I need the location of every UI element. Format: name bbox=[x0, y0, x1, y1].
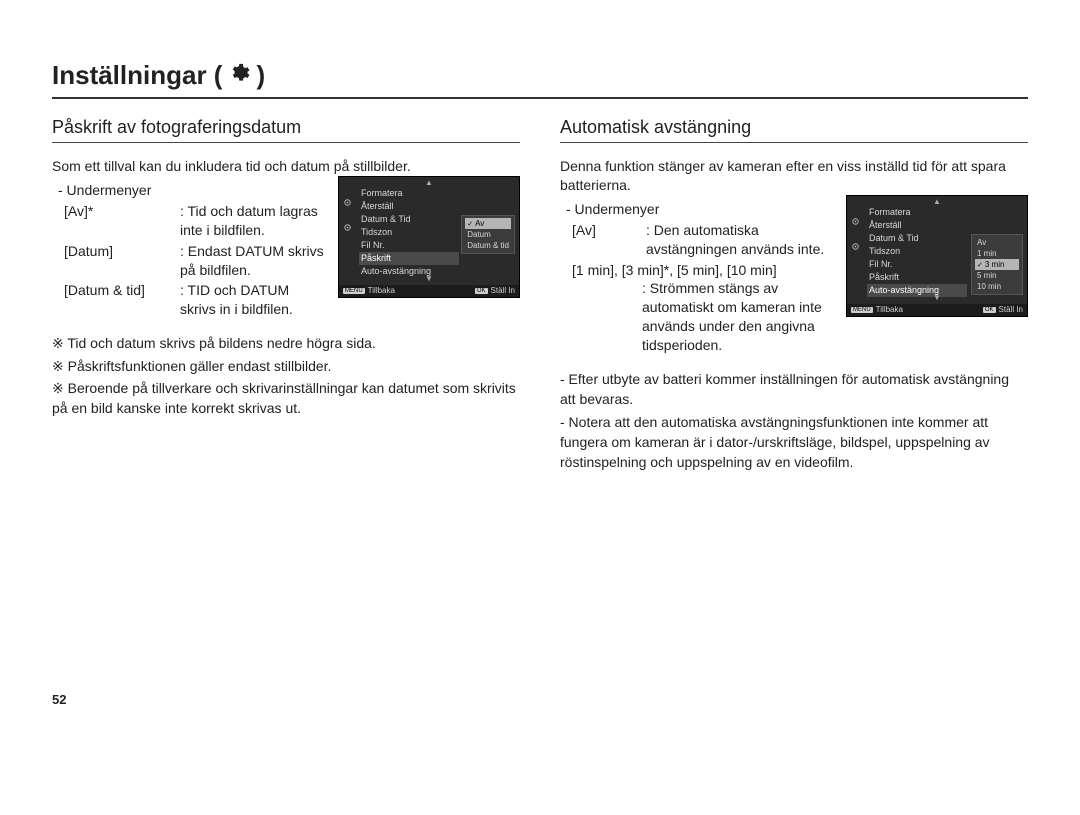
lcd-set-label: Ställ In bbox=[491, 286, 515, 295]
lcd-side-panel-left: Av Datum Datum & tid bbox=[461, 215, 515, 254]
lcd-option: 10 min bbox=[975, 281, 1019, 292]
chevron-up-icon: ▲ bbox=[425, 178, 433, 187]
camera-lcd-left: ▲ Formatera Återställ Datum & Tid Tidszo… bbox=[338, 176, 520, 298]
right-column: Automatisk avstängning Denna funktion st… bbox=[560, 117, 1028, 475]
lcd-menu-item: Påskrift bbox=[867, 271, 967, 284]
note-item: ※ Tid och datum skrivs på bildens nedre … bbox=[52, 333, 520, 353]
content-columns: Påskrift av fotograferingsdatum Som ett … bbox=[52, 117, 1028, 475]
def-term: [Av]* bbox=[64, 202, 174, 240]
lcd-menu-item: Formatera bbox=[359, 187, 459, 200]
lcd-back-button: MENU Tillbaka bbox=[851, 305, 903, 314]
lcd-set-label: Ställ In bbox=[999, 305, 1023, 314]
chevron-down-icon: ▼ bbox=[425, 274, 433, 283]
note-item: ※ Påskriftsfunktionen gäller endast stil… bbox=[52, 356, 520, 376]
lcd-set-button: OK Ställ In bbox=[475, 286, 515, 295]
def-term: [Av] bbox=[572, 221, 642, 259]
notes-left: ※ Tid och datum skrivs på bildens nedre … bbox=[52, 333, 520, 418]
definition-list-left: [Av]* : Tid och datum lagras inte i bild… bbox=[52, 202, 328, 319]
lcd-back-label: Tillbaka bbox=[368, 286, 395, 295]
chevron-down-icon: ▼ bbox=[933, 293, 941, 302]
lcd-menu-item: Fil Nr. bbox=[867, 258, 967, 271]
lcd-menu-item: Fil Nr. bbox=[359, 239, 459, 252]
section-heading-right: Automatisk avstängning bbox=[560, 117, 1028, 143]
lcd-option: Datum & tid bbox=[465, 240, 511, 251]
intro-left: Som ett tillval kan du inkludera tid och… bbox=[52, 157, 520, 176]
lcd-option: Datum bbox=[465, 229, 511, 240]
lcd-bottom-bar: MENU Tillbaka OK Ställ In bbox=[847, 304, 1027, 316]
page: Inställningar ( ) Påskrift av fotografer… bbox=[0, 0, 1080, 735]
def-desc: : Endast DATUM skrivs på bildfilen. bbox=[180, 242, 328, 280]
gear-icon bbox=[850, 241, 861, 252]
ok-chip: OK bbox=[983, 307, 996, 313]
gear-icon bbox=[228, 60, 250, 91]
lcd-option: Av bbox=[975, 237, 1019, 248]
def-desc: : Den automatiska avstängningen används … bbox=[646, 221, 836, 259]
ok-chip: OK bbox=[475, 288, 488, 294]
def-desc: : Tid och datum lagras inte i bildfilen. bbox=[180, 202, 328, 240]
note-item: ※ Beroende på tillverkare och skrivarins… bbox=[52, 378, 520, 419]
lcd-option: 1 min bbox=[975, 248, 1019, 259]
page-number: 52 bbox=[52, 692, 66, 707]
lcd-menu-left: Formatera Återställ Datum & Tid Tidszon … bbox=[359, 187, 459, 278]
lcd-menu-item: Datum & Tid bbox=[359, 213, 459, 226]
page-title: Inställningar ( ) bbox=[52, 60, 1028, 99]
def-term: [Datum & tid] bbox=[64, 281, 174, 319]
chevron-up-icon: ▲ bbox=[933, 197, 941, 206]
left-column: Påskrift av fotograferingsdatum Som ett … bbox=[52, 117, 520, 475]
camera-lcd-right: ▲ Formatera Återställ Datum & Tid Tidszo… bbox=[846, 195, 1028, 317]
notes-right: - Efter utbyte av batteri kommer inställ… bbox=[560, 369, 1028, 472]
gear-icon bbox=[342, 222, 353, 233]
note-item: - Efter utbyte av batteri kommer inställ… bbox=[560, 369, 1028, 410]
lcd-menu-item-selected: Auto-avstängning bbox=[867, 284, 967, 297]
gear-icon bbox=[342, 197, 353, 208]
lcd-menu-item: Auto-avstängning bbox=[359, 265, 459, 278]
section-heading-left: Påskrift av fotograferingsdatum bbox=[52, 117, 520, 143]
lcd-option-selected: 3 min bbox=[975, 259, 1019, 270]
note-item: - Notera att den automatiska avstängning… bbox=[560, 412, 1028, 473]
def-term: [Datum] bbox=[64, 242, 174, 280]
lcd-menu-item-selected: Påskrift bbox=[359, 252, 459, 265]
lcd-left-icons bbox=[342, 197, 353, 233]
lcd-back-button: MENU Tillbaka bbox=[343, 286, 395, 295]
intro-right: Denna funktion stänger av kameran efter … bbox=[560, 157, 1028, 195]
lcd-back-label: Tillbaka bbox=[876, 305, 903, 314]
lcd-menu-item: Återställ bbox=[867, 219, 967, 232]
menu-chip: MENU bbox=[851, 307, 873, 313]
lcd-bottom-bar: MENU Tillbaka OK Ställ In bbox=[339, 285, 519, 297]
page-title-suffix: ) bbox=[256, 60, 265, 91]
lcd-left-icons bbox=[850, 216, 861, 252]
gear-icon bbox=[850, 216, 861, 227]
lcd-option-selected: Av bbox=[465, 218, 511, 229]
lcd-menu-item: Tidszon bbox=[867, 245, 967, 258]
lcd-menu-item: Återställ bbox=[359, 200, 459, 213]
page-title-prefix: Inställningar ( bbox=[52, 60, 222, 91]
lcd-option: 5 min bbox=[975, 270, 1019, 281]
lcd-menu-item: Datum & Tid bbox=[867, 232, 967, 245]
lcd-set-button: OK Ställ In bbox=[983, 305, 1023, 314]
def-desc: : TID och DATUM skrivs in i bildfilen. bbox=[180, 281, 328, 319]
lcd-side-panel-right: Av 1 min 3 min 5 min 10 min bbox=[971, 234, 1023, 295]
lcd-menu-item: Formatera bbox=[867, 206, 967, 219]
menu-chip: MENU bbox=[343, 288, 365, 294]
lcd-menu-item: Tidszon bbox=[359, 226, 459, 239]
lcd-menu-right: Formatera Återställ Datum & Tid Tidszon … bbox=[867, 206, 967, 297]
